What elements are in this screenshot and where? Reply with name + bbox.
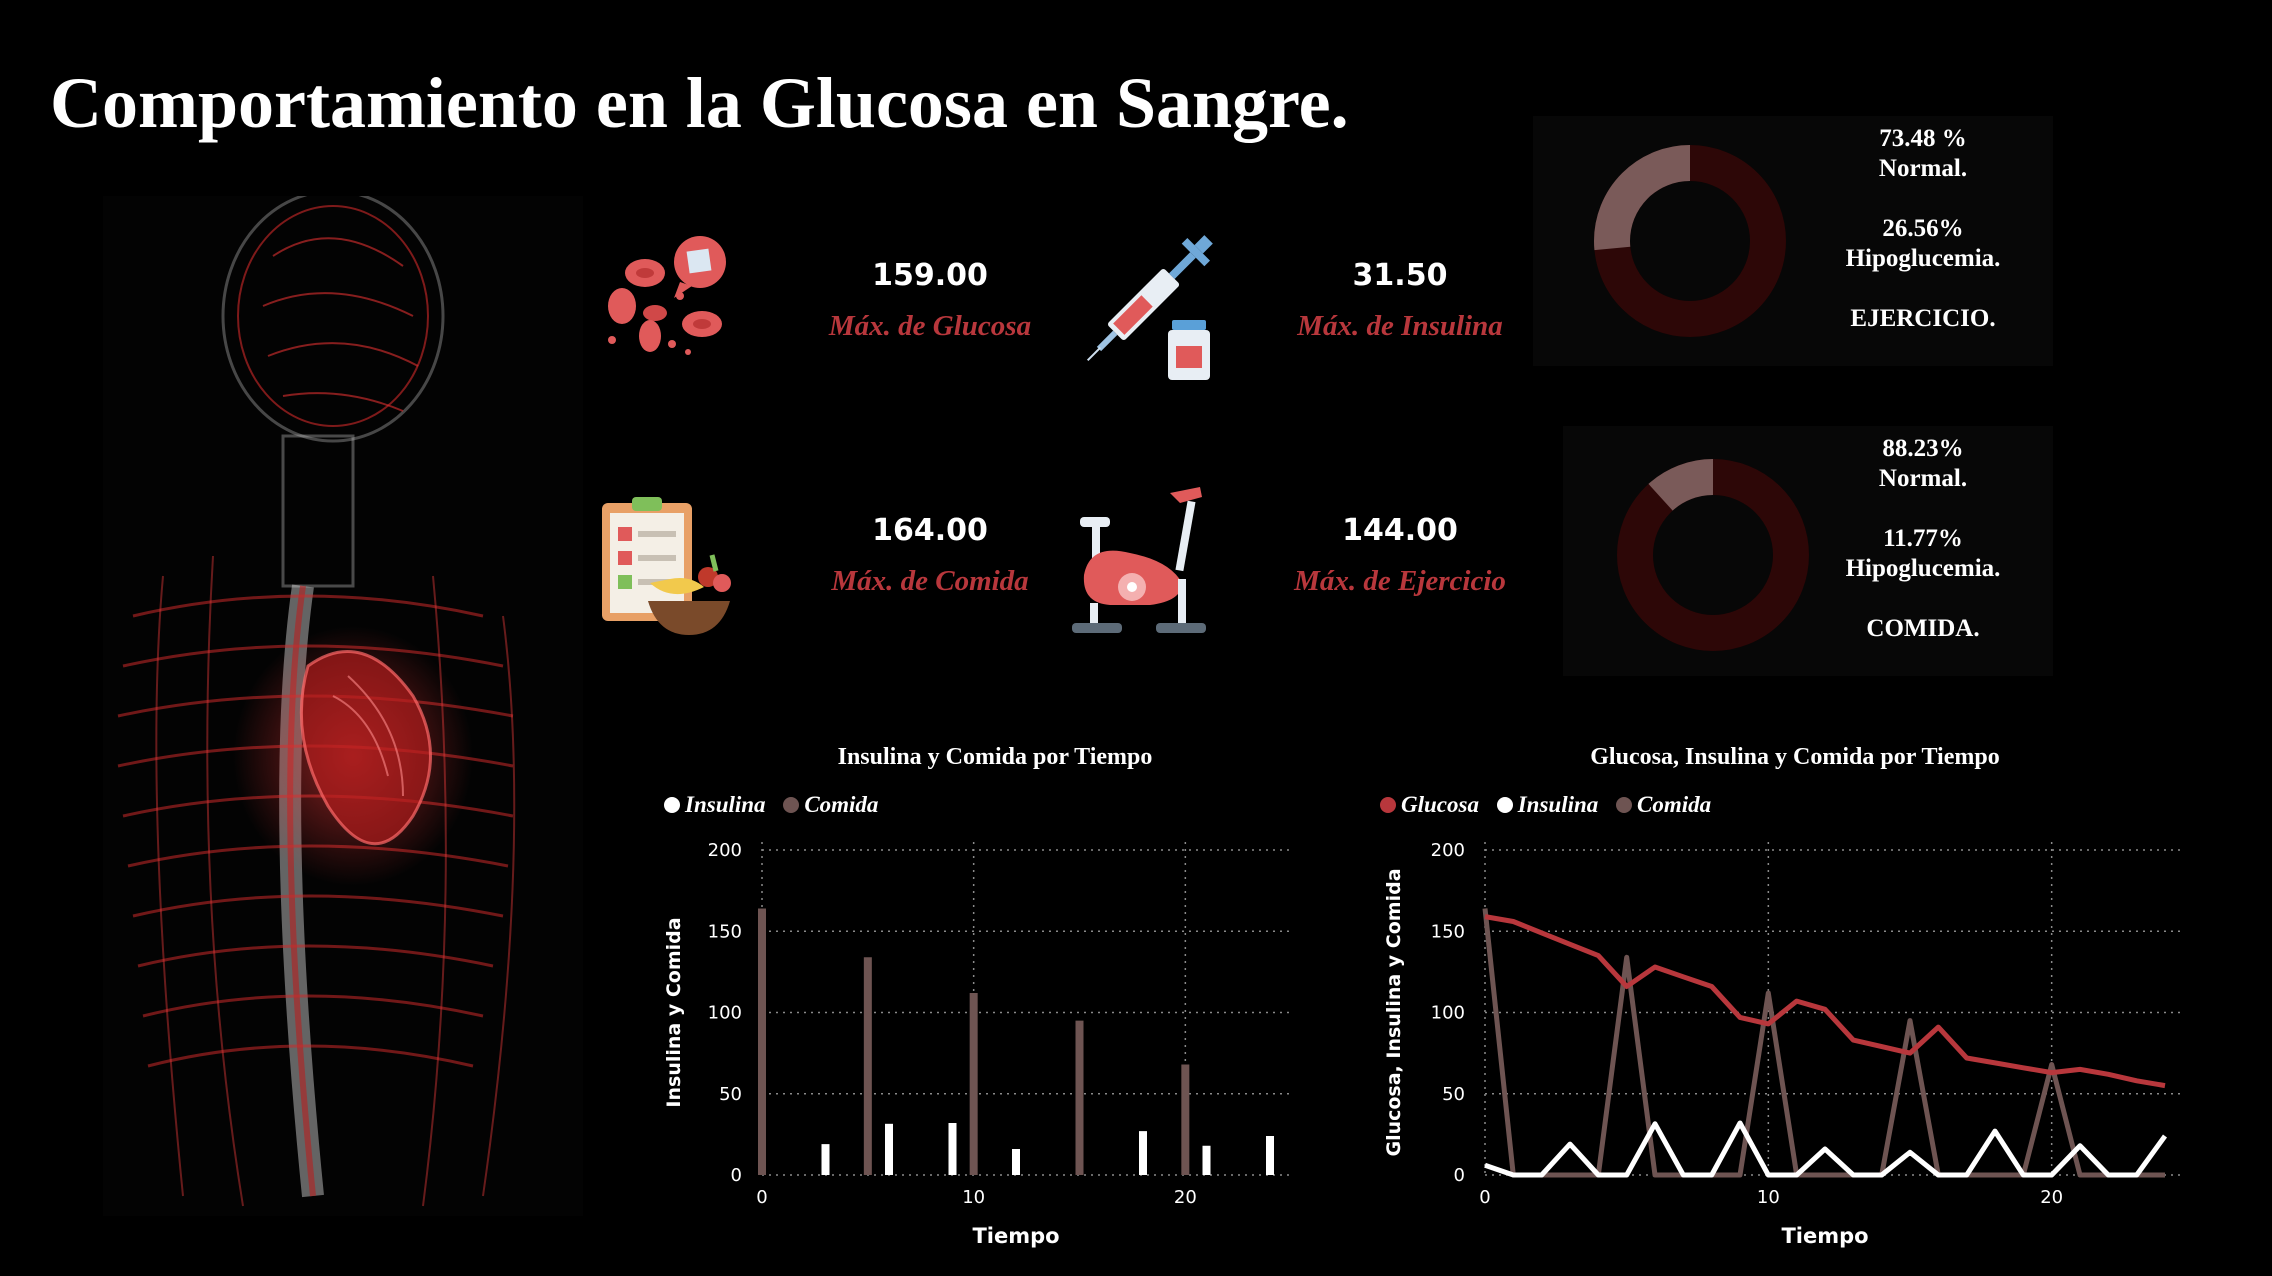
legend-dot-icon <box>783 797 800 813</box>
legend-item-insulina: Insulina <box>664 792 766 818</box>
kpi-max-ejercicio: 144.00 Máx. de Ejercicio <box>1070 483 1630 653</box>
bar-insulina <box>948 1123 957 1175</box>
chart-title: Insulina y Comida por Tiempo <box>837 744 1153 770</box>
y-tick-label: 50 <box>1442 1084 1465 1105</box>
y-tick-label: 200 <box>708 840 742 861</box>
hipo-label: Hipoglucemia. <box>1845 245 2001 272</box>
x-tick-label: 0 <box>1479 1187 1490 1208</box>
legend-item-glucosa: Glucosa <box>1380 792 1479 818</box>
x-tick-label: 20 <box>1174 1187 1197 1208</box>
bar-insulina <box>821 1144 830 1175</box>
bar-insulina <box>1266 1136 1274 1175</box>
bar-insulina <box>1012 1149 1020 1175</box>
bar-insulina <box>1202 1145 1211 1175</box>
normal-percent: 73.48 % <box>1879 125 1967 152</box>
donut-slice-hipoglucemia <box>1594 145 1786 337</box>
series-line-insulina <box>1484 1120 2168 1178</box>
y-tick-label: 100 <box>1431 1003 1465 1024</box>
kpi-label: Máx. de Ejercicio <box>1294 565 1506 597</box>
donut-chart-ejercicio <box>1594 145 1786 337</box>
donut-slice-hipoglucemia <box>1617 459 1809 651</box>
hipo-percent: 11.77% <box>1883 525 1963 552</box>
bar-comida <box>863 957 872 1175</box>
line-chart-glucosa-insulina-comida: 0 50 100 150 200 0 10 20 Tiempo Glucosa, Insulina… <box>1383 840 2185 1248</box>
legend-label: Insulina <box>1517 792 1599 817</box>
x-tick-label: 20 <box>2040 1187 2063 1208</box>
legend-label: Glucosa <box>1401 792 1479 817</box>
donut-legend-text: 88.23% Normal. 11.77% Hipoglucemia. COMI… <box>1843 434 2003 644</box>
chart-title: Glucosa, Insulina y Comida por Tiempo <box>1590 744 2000 770</box>
x-tick-label: 0 <box>756 1187 767 1208</box>
chart-legend: Insulina Comida <box>664 792 890 818</box>
kpi-value: 164.00 <box>872 513 988 548</box>
legend-label: Comida <box>1637 792 1712 817</box>
meal-plan-icon <box>602 497 731 635</box>
y-tick-label: 0 <box>731 1165 742 1186</box>
legend-item-insulina: Insulina <box>1496 792 1599 818</box>
kpi-label: Máx. de Insulina <box>1297 310 1503 342</box>
x-axis-label: Tiempo <box>1781 1224 1868 1248</box>
y-axis-label: Glucosa, Insulina y Comida <box>1383 868 1405 1156</box>
bar-comida <box>1181 1064 1190 1175</box>
blood-cells-icon <box>608 236 726 355</box>
legend-item-comida: Comida <box>783 792 878 818</box>
bar-comida <box>1075 1020 1084 1175</box>
x-axis-label: Tiempo <box>972 1224 1059 1248</box>
y-tick-label: 100 <box>708 1003 742 1024</box>
legend-dot-icon <box>1380 797 1396 813</box>
legend-dot-icon <box>1616 797 1633 813</box>
legend-label: Insulina <box>685 792 766 817</box>
y-tick-label: 150 <box>708 921 742 942</box>
bar-comida <box>969 993 978 1175</box>
hipo-label: Hipoglucemia. <box>1845 555 2001 582</box>
x-tick-label: 10 <box>1757 1187 1780 1208</box>
y-tick-label: 200 <box>1431 840 1465 861</box>
hipo-percent: 26.56% <box>1882 215 1964 242</box>
kpi-value: 159.00 <box>872 258 988 293</box>
kpi-max-glucosa: 159.00 Máx. de Glucosa <box>600 228 1160 398</box>
kpi-max-comida: 164.00 Máx. de Comida <box>600 483 1160 653</box>
page-title: Comportamiento en la Glucosa en Sangre. <box>50 63 1349 143</box>
legend-dot-icon <box>664 797 680 813</box>
y-tick-label: 0 <box>1454 1165 1465 1186</box>
category-label: EJERCICIO. <box>1850 305 1996 332</box>
normal-label: Normal. <box>1878 465 1968 492</box>
y-tick-label: 150 <box>1431 921 1465 942</box>
kpi-label: Máx. de Glucosa <box>828 310 1032 342</box>
donut-panel-ejercicio: 73.48 % Normal. 26.56% Hipoglucemia. EJE… <box>1533 116 2053 366</box>
bar-comida <box>758 908 766 1175</box>
normal-percent: 88.23% <box>1882 435 1964 462</box>
donut-panel-comida: 88.23% Normal. 11.77% Hipoglucemia. COMI… <box>1563 426 2053 676</box>
legend-label: Comida <box>804 792 879 817</box>
kpi-max-insulina: 31.50 Máx. de Insulina <box>1070 228 1630 398</box>
donut-chart-comida <box>1617 459 1809 651</box>
bar-insulina <box>885 1123 893 1175</box>
anatomy-illustration <box>103 196 583 1216</box>
kpi-label: Máx. de Comida <box>831 565 1029 597</box>
x-tick-label: 10 <box>962 1187 985 1208</box>
normal-label: Normal. <box>1878 155 1968 182</box>
donut-slice-normal <box>1617 459 1809 651</box>
bar-chart-insulina-comida: 0 50 100 150 200 0 10 20 Tiempo Insulina y Comida <box>663 840 1290 1248</box>
legend-dot-icon <box>1496 797 1513 813</box>
category-label: COMIDA. <box>1866 615 1980 642</box>
exercise-bike-icon <box>1072 487 1206 633</box>
bar-insulina <box>1139 1131 1147 1175</box>
chart-legend: Glucosa Insulina Comida <box>1380 792 1723 818</box>
y-axis-label: Insulina y Comida <box>663 917 685 1107</box>
kpi-value: 31.50 <box>1352 258 1448 293</box>
legend-item-comida: Comida <box>1616 792 1711 818</box>
donut-legend-text: 73.48 % Normal. 26.56% Hipoglucemia. EJE… <box>1843 124 2003 334</box>
y-tick-label: 50 <box>719 1084 742 1105</box>
syringe-icon <box>1086 235 1213 380</box>
kpi-value: 144.00 <box>1342 513 1458 548</box>
series-line-glucosa <box>1484 914 2166 1089</box>
